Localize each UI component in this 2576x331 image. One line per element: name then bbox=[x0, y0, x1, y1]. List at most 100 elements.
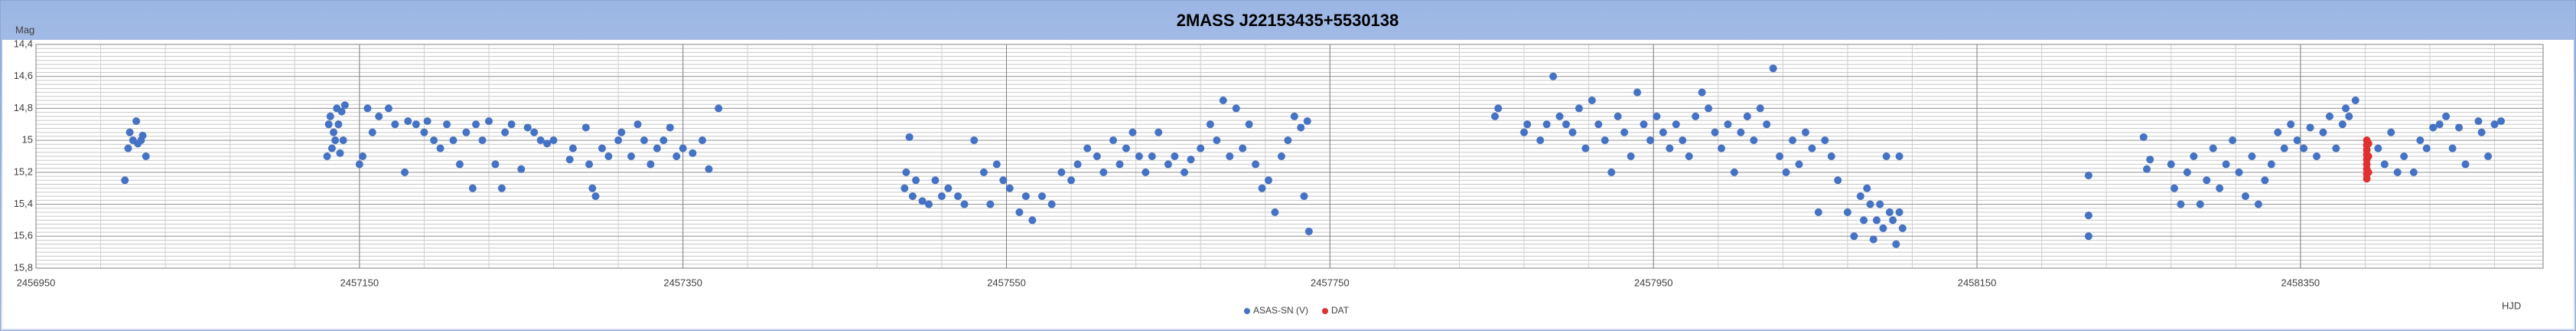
data-point bbox=[598, 144, 606, 152]
data-point bbox=[1122, 144, 1130, 152]
data-point bbox=[336, 149, 344, 157]
data-point bbox=[1763, 120, 1771, 129]
data-point bbox=[1093, 152, 1101, 160]
data-point bbox=[954, 192, 962, 201]
y-tick-label: 15 bbox=[22, 134, 33, 146]
data-point bbox=[2293, 136, 2301, 145]
data-point bbox=[1197, 144, 1205, 152]
data-point bbox=[1148, 152, 1156, 160]
data-point bbox=[999, 176, 1008, 185]
data-point bbox=[125, 128, 134, 136]
data-point bbox=[1520, 128, 1529, 136]
data-point bbox=[1300, 192, 1308, 201]
data-point bbox=[2455, 123, 2464, 132]
data-point bbox=[1181, 168, 1189, 176]
data-point bbox=[326, 112, 334, 120]
data-point bbox=[1555, 112, 1564, 120]
data-point bbox=[2177, 200, 2185, 208]
data-point bbox=[2422, 144, 2431, 152]
y-tick-label: 15,2 bbox=[14, 166, 33, 177]
data-point bbox=[1821, 136, 1829, 145]
data-point bbox=[334, 120, 343, 129]
data-point bbox=[1575, 104, 1583, 113]
data-point bbox=[1685, 152, 1693, 160]
data-point bbox=[633, 120, 642, 129]
data-point bbox=[918, 197, 927, 205]
data-point bbox=[1666, 144, 1674, 152]
data-point bbox=[1265, 176, 1273, 185]
data-point bbox=[1743, 112, 1751, 120]
data-point bbox=[905, 133, 913, 141]
x-axis-label: HJD bbox=[2502, 300, 2521, 311]
data-point bbox=[1692, 112, 1700, 120]
data-point bbox=[138, 131, 147, 139]
data-point bbox=[715, 104, 723, 113]
y-tick-label: 15,8 bbox=[14, 261, 33, 273]
data-point bbox=[1698, 88, 1706, 97]
data-point bbox=[1717, 144, 1725, 152]
data-point bbox=[1795, 160, 1803, 169]
data-point bbox=[659, 136, 668, 145]
data-point bbox=[1627, 152, 1635, 160]
data-point bbox=[375, 112, 383, 120]
data-point bbox=[2084, 211, 2092, 220]
data-point bbox=[1562, 120, 1571, 129]
data-point bbox=[2387, 128, 2395, 136]
data-point bbox=[472, 120, 480, 129]
plot-area-border bbox=[35, 44, 2544, 269]
data-point bbox=[1679, 136, 1687, 145]
data-point bbox=[368, 128, 376, 136]
data-point bbox=[1672, 120, 1680, 129]
data-point bbox=[1730, 168, 1738, 176]
data-point bbox=[404, 117, 412, 126]
data-point bbox=[912, 176, 920, 185]
data-point bbox=[430, 136, 438, 145]
data-point bbox=[1898, 224, 1907, 232]
data-point bbox=[1303, 117, 1311, 126]
data-point bbox=[581, 123, 590, 132]
data-point bbox=[2280, 144, 2288, 152]
data-point bbox=[1536, 136, 1545, 145]
data-point bbox=[549, 136, 558, 145]
data-point bbox=[1856, 192, 1864, 201]
data-point bbox=[2190, 152, 2198, 160]
data-point bbox=[124, 144, 132, 152]
data-point bbox=[2235, 168, 2243, 176]
data-point bbox=[330, 128, 338, 136]
data-point bbox=[2393, 168, 2402, 176]
data-point bbox=[1290, 112, 1298, 120]
data-point bbox=[2380, 160, 2389, 169]
chart-title: 2MASS J22153435+5530138 bbox=[1177, 11, 1399, 30]
data-point bbox=[2167, 160, 2175, 169]
data-point bbox=[2216, 184, 2224, 192]
data-point bbox=[1099, 168, 1108, 176]
data-point bbox=[646, 160, 655, 169]
data-point bbox=[2364, 139, 2372, 148]
data-point bbox=[1258, 184, 1266, 192]
data-point bbox=[2461, 160, 2470, 169]
data-point bbox=[699, 136, 707, 145]
data-point bbox=[1879, 224, 1887, 232]
data-point bbox=[2490, 120, 2499, 129]
data-point bbox=[2363, 175, 2371, 183]
data-point bbox=[1885, 208, 1894, 216]
data-point bbox=[2261, 176, 2269, 185]
data-point bbox=[391, 120, 399, 129]
data-point bbox=[455, 160, 464, 169]
x-tick-label: 2457350 bbox=[663, 277, 702, 288]
data-point bbox=[672, 152, 681, 160]
data-point bbox=[1889, 216, 1897, 224]
legend-label: DAT bbox=[1331, 305, 1350, 316]
data-point bbox=[2477, 128, 2486, 136]
grid: 14,4 14,6 14,8 15 15,2 15,4 15,6 15,8 2456950 245… bbox=[14, 38, 2544, 288]
data-point bbox=[462, 128, 471, 136]
data-point bbox=[2332, 144, 2340, 152]
data-point bbox=[2497, 117, 2506, 126]
data-point bbox=[1297, 123, 1305, 132]
data-point bbox=[449, 136, 458, 145]
data-point bbox=[679, 144, 687, 152]
data-point bbox=[142, 152, 150, 160]
data-point bbox=[2325, 112, 2333, 120]
data-point bbox=[2203, 176, 2211, 185]
